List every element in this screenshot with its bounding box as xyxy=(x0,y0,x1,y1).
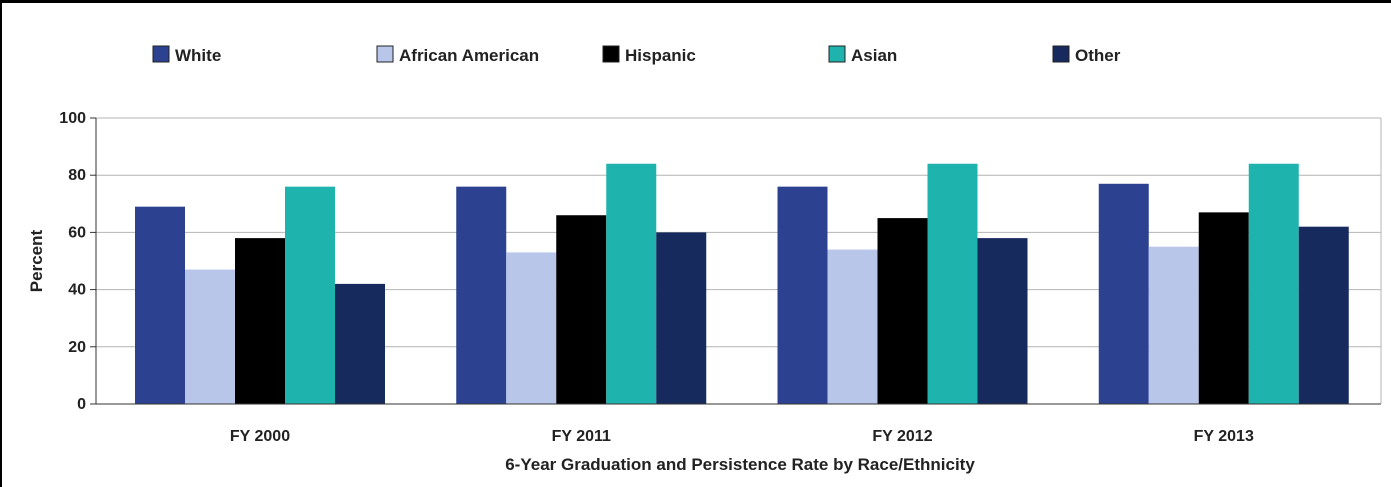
bar-white-fy-2012 xyxy=(777,186,828,404)
legend-swatch-african-american xyxy=(376,45,394,63)
x-tick-label: FY 2013 xyxy=(1194,428,1254,445)
legend-label-other: Other xyxy=(1075,46,1121,65)
legend-label-hispanic: Hispanic xyxy=(625,46,696,65)
bar-white-fy-2013 xyxy=(1098,183,1149,404)
bar-asian-fy-2012 xyxy=(927,163,978,404)
bar-hispanic-fy-2000 xyxy=(235,238,285,404)
y-tick-label: 80 xyxy=(68,167,86,184)
bar-hispanic-fy-2011 xyxy=(556,215,607,404)
legend-label-white: White xyxy=(175,46,221,65)
bar-african-american-fy-2012 xyxy=(827,249,878,404)
y-tick-label: 20 xyxy=(68,339,86,356)
bar-african-american-fy-2000 xyxy=(185,269,235,404)
bar-asian-fy-2011 xyxy=(606,163,657,404)
bar-hispanic-fy-2012 xyxy=(877,218,928,404)
y-axis-label: Percent xyxy=(27,229,46,292)
axes xyxy=(95,118,1382,405)
y-tick-label: 60 xyxy=(68,224,86,241)
y-tick-label: 40 xyxy=(68,282,86,299)
legend-swatch-other xyxy=(1052,45,1070,63)
top-border xyxy=(0,0,1391,3)
bar-african-american-fy-2011 xyxy=(506,252,557,404)
legend: White African American Hispanic Asian Other xyxy=(152,45,1121,65)
y-tick-label: 0 xyxy=(77,396,86,413)
x-tick-labels: FY 2000 FY 2011 FY 2012 FY 2013 xyxy=(230,428,1254,445)
bar-asian-fy-2000 xyxy=(285,186,335,404)
left-border xyxy=(0,0,2,487)
x-axis-label: 6-Year Graduation and Persistence Rate b… xyxy=(505,455,975,474)
x-tick-label: FY 2011 xyxy=(552,428,611,445)
bar-white-fy-2011 xyxy=(456,186,507,404)
y-tick-labels: 0 20 40 60 80 100 xyxy=(59,110,96,413)
y-tick-label: 100 xyxy=(59,110,86,127)
bar-white-fy-2000 xyxy=(135,206,185,404)
bars xyxy=(135,163,1349,404)
bar-asian-fy-2013 xyxy=(1248,163,1299,404)
legend-label-asian: Asian xyxy=(851,46,897,65)
bar-other-fy-2012 xyxy=(977,238,1028,404)
bar-hispanic-fy-2013 xyxy=(1198,212,1249,404)
x-tick-label: FY 2012 xyxy=(872,428,932,445)
bar-other-fy-2011 xyxy=(656,232,707,404)
legend-swatch-hispanic xyxy=(602,45,620,63)
legend-swatch-asian xyxy=(828,45,846,63)
x-tick-label: FY 2000 xyxy=(230,428,290,445)
bar-other-fy-2000 xyxy=(335,283,385,404)
bar-other-fy-2013 xyxy=(1298,226,1349,404)
legend-swatch-white xyxy=(152,45,170,63)
legend-label-african-american: African American xyxy=(399,46,539,65)
bar-african-american-fy-2013 xyxy=(1148,246,1199,404)
